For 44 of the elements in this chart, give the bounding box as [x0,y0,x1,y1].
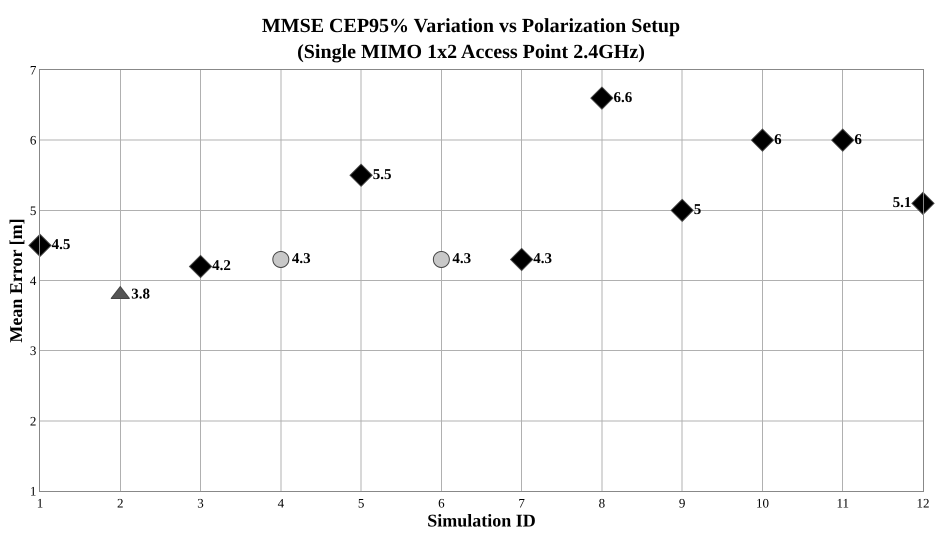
x-tick-label: 4 [278,496,285,511]
chart-title: MMSE CEP95% Variation vs Polarization Setup (Single MIMO 1x2 Access Point 2.4GHz) [262,15,680,64]
data-label: 6.6 [614,90,633,106]
point [272,250,290,268]
data-label: 5 [694,202,702,218]
x-tick-label: 7 [518,496,526,511]
point [831,128,854,152]
x-tick-label: 12 [916,496,930,511]
data-label: 4.3 [533,251,552,268]
x-axis-title: Simulation ID [427,510,536,531]
point [189,254,212,278]
y-tick-label: 3 [30,343,36,358]
y-tick-label: 4 [30,273,37,288]
point [911,192,935,215]
point [510,248,534,271]
point [28,234,52,257]
y-tick-label: 6 [30,132,37,148]
data-label: 4.5 [52,237,70,254]
x-tick-label: 2 [117,496,124,511]
y-tick-label: 7 [30,62,37,78]
x-tick-label: 8 [598,496,606,511]
y-tick-label: 1 [30,484,36,499]
point [670,198,694,222]
x-tick-label: 10 [756,496,769,511]
point [432,250,450,268]
point [590,86,614,110]
y-axis-title: Mean Error [m] [6,218,26,343]
point [350,164,373,187]
x-tick-label: 6 [438,496,446,511]
x-tick-label: 11 [836,496,849,511]
y-tick-label: 5 [30,202,36,218]
data-label: 5.5 [372,167,392,183]
x-tick-label: 5 [358,496,364,511]
data-label: 6 [774,132,782,148]
y-tick-label: 2 [30,413,36,428]
point [750,128,774,152]
data-label: 4.3 [452,251,472,268]
data-label: 5.1 [892,195,912,212]
data-label: 4.3 [292,251,311,268]
data-label: 4.2 [212,258,231,274]
x-tick-label: 9 [678,496,686,511]
data-label: 6 [854,132,862,148]
data-label: 3.8 [131,286,150,302]
x-tick-label: 3 [197,496,204,511]
